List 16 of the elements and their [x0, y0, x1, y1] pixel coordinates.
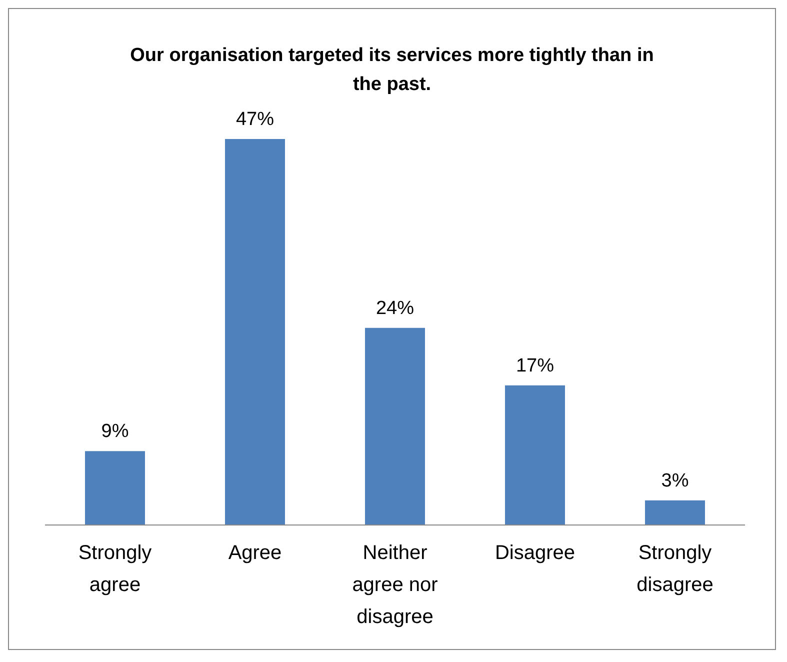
bar: [645, 500, 705, 525]
x-tick-label: Disagree: [494, 542, 576, 564]
data-label: 17%: [516, 355, 554, 376]
data-label: 9%: [101, 421, 129, 442]
data-label: 47%: [236, 109, 274, 130]
bar: [365, 328, 425, 525]
x-tick-label: Strongly agree: [78, 542, 152, 596]
bar: [505, 385, 565, 525]
x-tick-label: Neither agree nor disagree: [352, 542, 438, 628]
chart-title: Our organisation targeted its services more tightly than in the past.: [129, 44, 655, 97]
data-label: 3%: [661, 470, 689, 492]
bar: [85, 451, 145, 525]
bar: [225, 139, 285, 525]
x-tick-label: Strongly disagree: [636, 542, 714, 596]
data-label: 24%: [376, 298, 414, 319]
x-tick-label: Agree: [228, 542, 282, 564]
